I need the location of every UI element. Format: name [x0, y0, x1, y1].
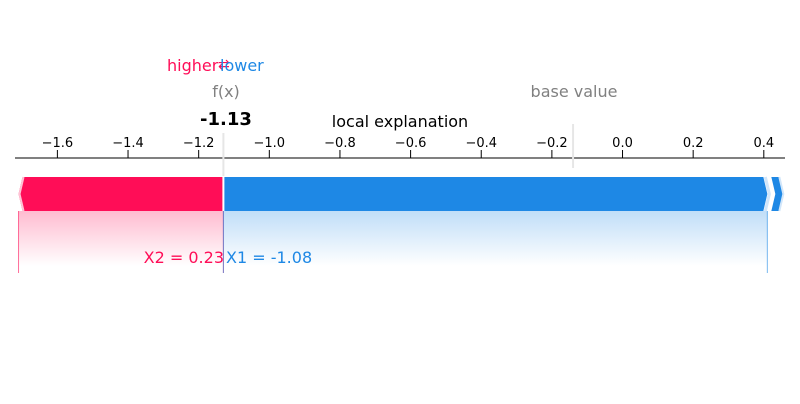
x-tick-label: −1.2: [183, 136, 215, 151]
legend-arrow-icon: ⇄: [218, 57, 230, 73]
base-value-label: base value: [531, 82, 618, 101]
x-tick-label: −1.0: [254, 136, 286, 151]
feature-gradient-x1: [223, 211, 768, 266]
higher-chevron-left: [18, 176, 25, 212]
x-tick-label: −0.2: [536, 136, 568, 151]
x-axis-ticks: −1.6 −1.4 −1.2 −1.0 −0.8 −0.6 −0.4 −0.2 0.0 0.2 0.…: [42, 136, 774, 158]
legend-higher-label: higher: [167, 56, 219, 75]
feature-bar-x2: [18, 177, 224, 211]
x-tick-label: −0.8: [324, 136, 356, 151]
feature-bar-x1: [223, 177, 768, 211]
x-tick-label: −1.6: [42, 136, 74, 151]
x-tick-label: −0.4: [465, 136, 497, 151]
chart-title: local explanation: [332, 112, 468, 131]
lower-cap-chevron: [778, 176, 785, 212]
output-value: -1.13: [200, 109, 252, 130]
x-tick-label: −0.6: [395, 136, 427, 151]
feature-label-x2: X2 = 0.23: [144, 248, 224, 267]
x-tick-label: 0.2: [683, 136, 704, 151]
x-tick-label: −1.4: [112, 136, 144, 151]
feature-gradient-x2: [18, 211, 224, 266]
x-tick-label: 0.0: [612, 136, 633, 151]
feature-label-x1: X1 = -1.08: [226, 248, 312, 267]
lower-chevron-right: [763, 176, 771, 212]
force-bars: [18, 176, 785, 273]
output-label: f(x): [212, 82, 240, 101]
legend-lower-label: lower: [220, 56, 264, 75]
x-tick-label: 0.4: [753, 136, 774, 151]
